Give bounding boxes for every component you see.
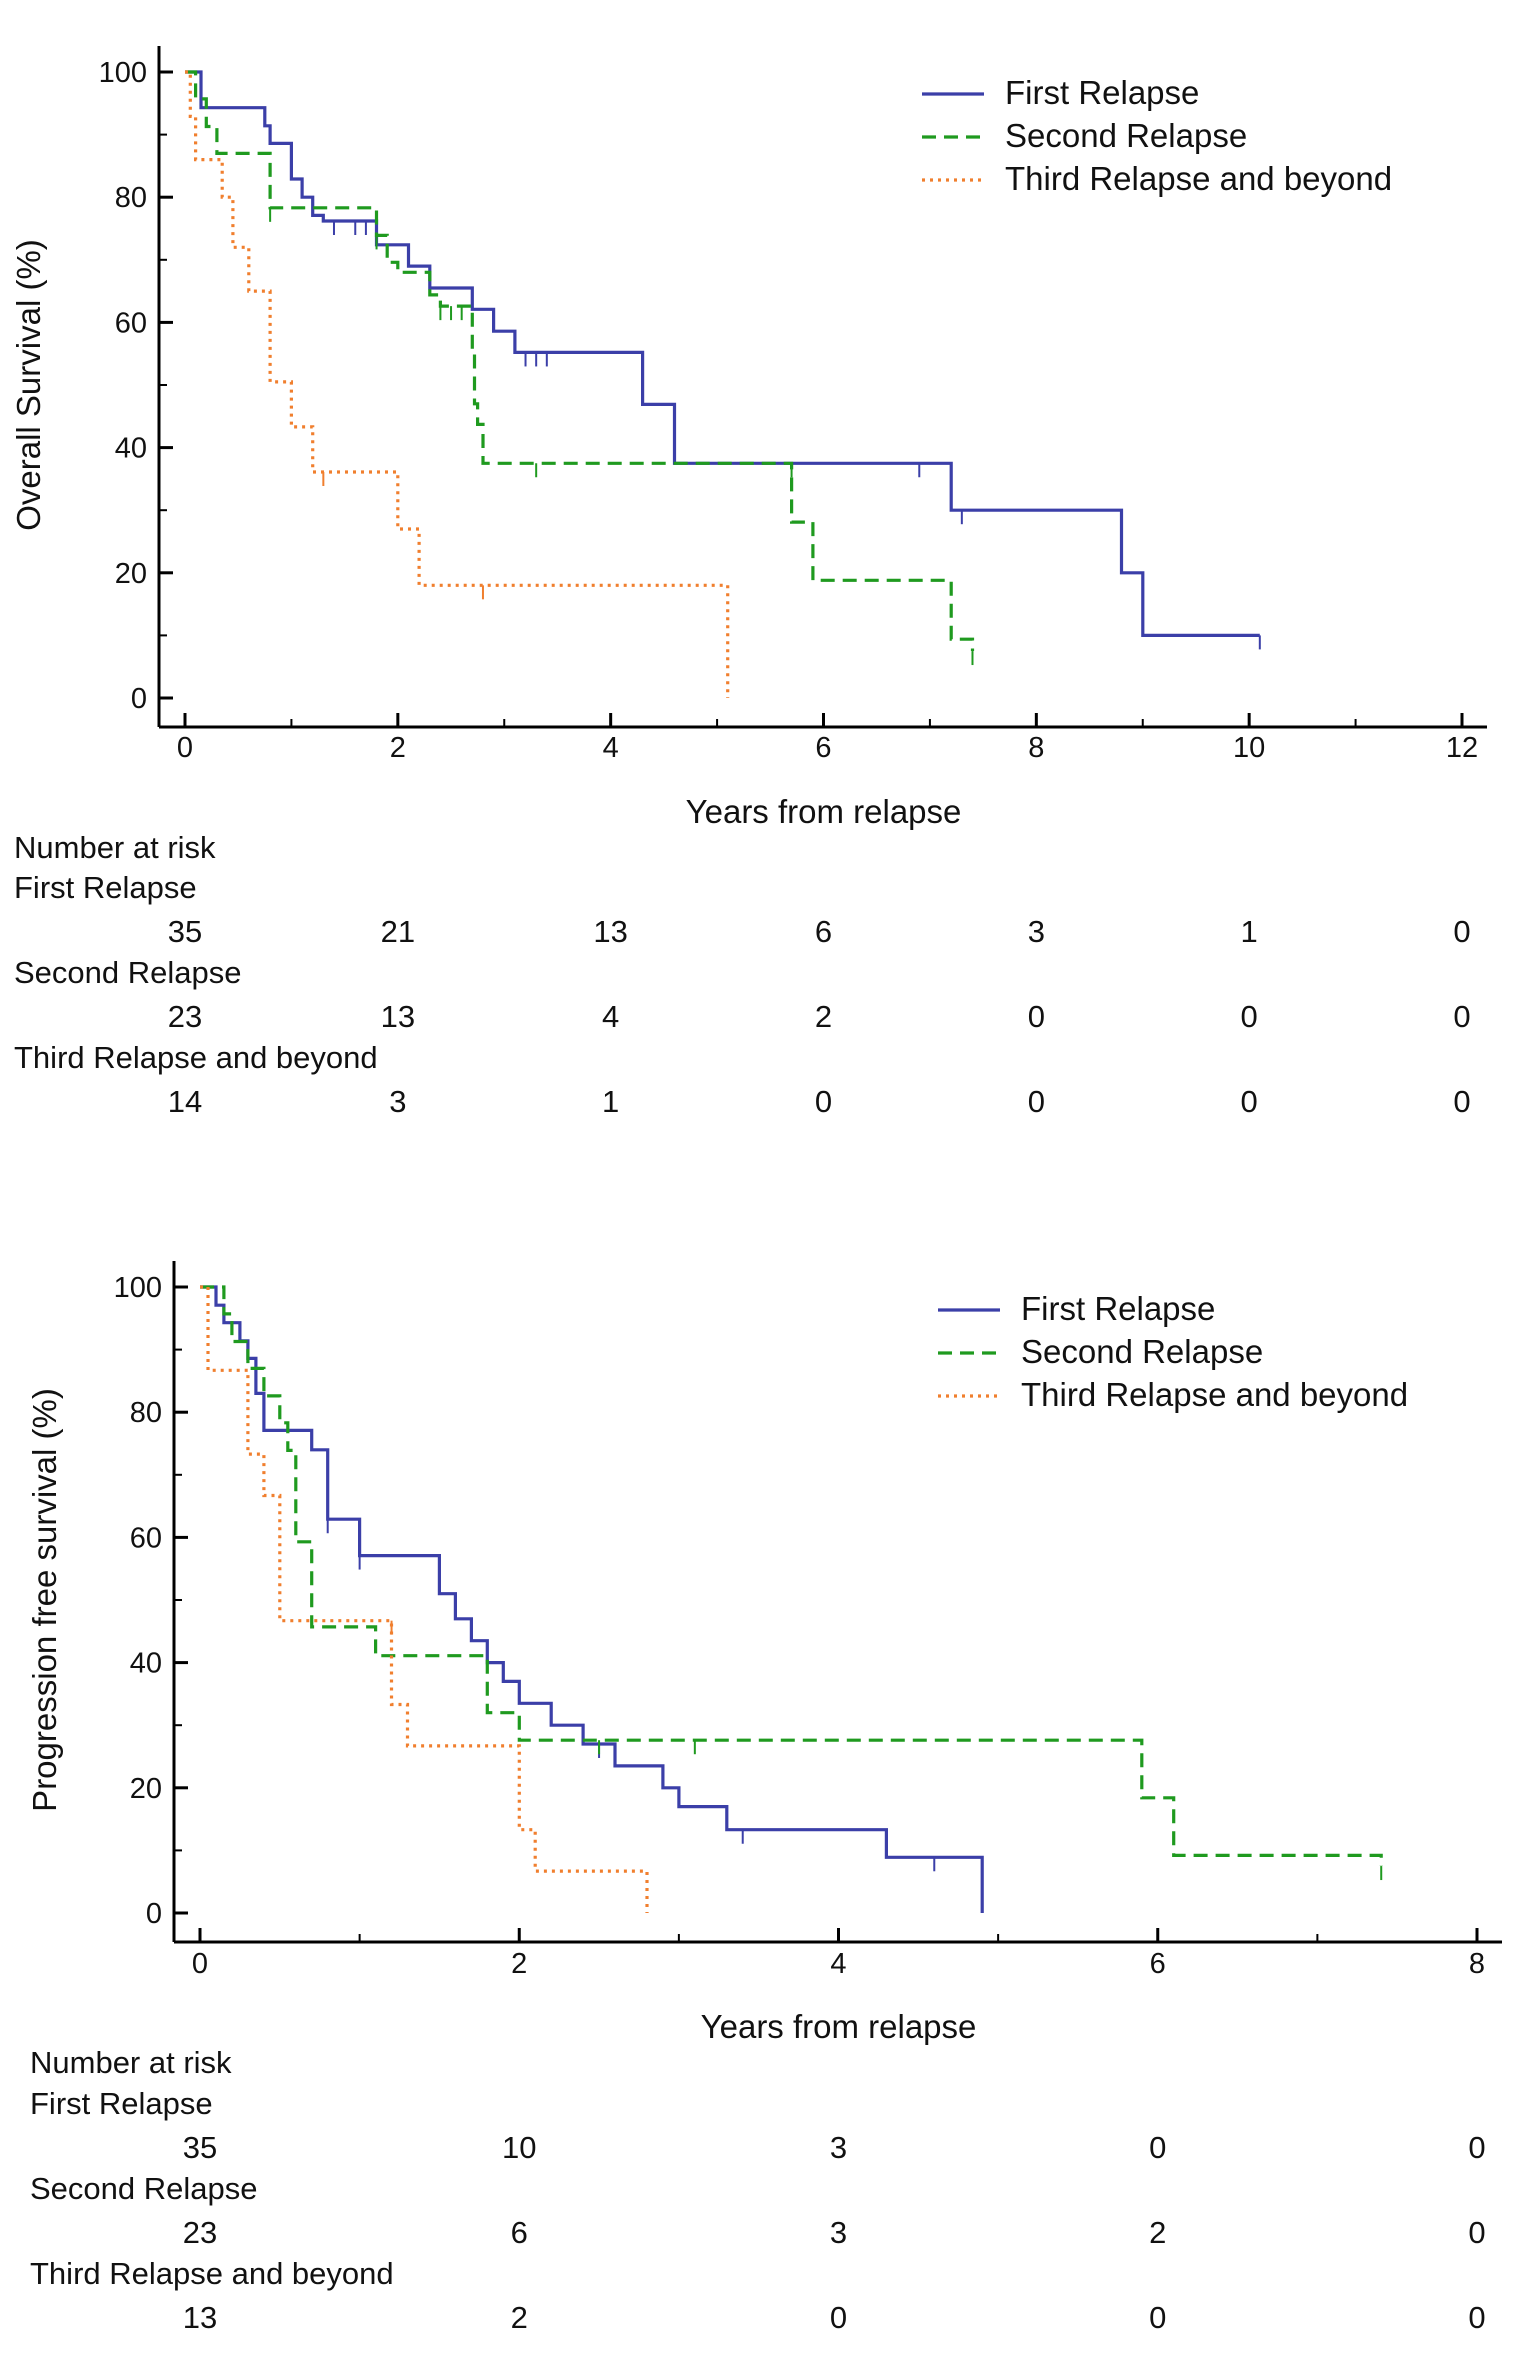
risk-table-title: Number at risk <box>30 2045 232 2080</box>
third-relapse-and-beyond-risk-count: 0 <box>1241 1084 1258 1119</box>
x-tick-label: 4 <box>830 1948 846 1980</box>
x-tick-label: 2 <box>390 732 406 764</box>
first-relapse-risk-count: 0 <box>1149 2130 1166 2165</box>
first-relapse-legend-label: First Relapse <box>1021 1290 1215 1327</box>
second-relapse-risk-count: 3 <box>830 2215 847 2250</box>
y-axis-label: Progression free survival (%) <box>26 1388 63 1812</box>
second-relapse-curve <box>185 70 975 651</box>
third-relapse-and-beyond-risk-count: 0 <box>1468 2300 1485 2335</box>
x-tick-label: 4 <box>603 732 619 764</box>
third-relapse-and-beyond-legend-label: Third Relapse and beyond <box>1021 1376 1408 1413</box>
second-relapse-risk-count: 0 <box>1468 2215 1485 2250</box>
second-relapse-risk-label: Second Relapse <box>14 955 242 990</box>
first-relapse-risk-count: 1 <box>1241 914 1258 949</box>
second-relapse-legend-label: Second Relapse <box>1021 1333 1263 1370</box>
third-relapse-and-beyond-curve <box>200 1285 649 1913</box>
y-axis-label: Overall Survival (%) <box>10 239 47 531</box>
y-tick-label: 80 <box>115 182 147 214</box>
y-tick-label: 80 <box>130 1397 162 1429</box>
second-relapse-curve <box>200 1285 1383 1866</box>
first-relapse-risk-label: First Relapse <box>30 2086 213 2121</box>
y-tick-label: 100 <box>99 57 147 89</box>
y-tick-label: 0 <box>146 1898 162 1930</box>
x-axis-label: Years from relapse <box>686 793 962 830</box>
x-tick-label: 0 <box>177 732 193 764</box>
third-relapse-and-beyond-risk-count: 2 <box>511 2300 528 2335</box>
third-relapse-and-beyond-risk-count: 3 <box>389 1084 406 1119</box>
x-tick-label: 6 <box>815 732 831 764</box>
y-tick-label: 20 <box>130 1773 162 1805</box>
first-relapse-risk-count: 0 <box>1453 914 1470 949</box>
third-relapse-and-beyond-risk-label: Third Relapse and beyond <box>14 1040 378 1075</box>
first-relapse-risk-count: 10 <box>502 2130 536 2165</box>
second-relapse-risk-count: 0 <box>1241 999 1258 1034</box>
x-tick-label: 10 <box>1233 732 1265 764</box>
x-tick-label: 6 <box>1150 1948 1166 1980</box>
y-tick-label: 60 <box>115 307 147 339</box>
first-relapse-risk-count: 0 <box>1468 2130 1485 2165</box>
third-relapse-and-beyond-legend-label: Third Relapse and beyond <box>1005 160 1392 197</box>
third-relapse-and-beyond-risk-count: 13 <box>183 2300 217 2335</box>
first-relapse-risk-count: 3 <box>830 2130 847 2165</box>
risk-table-title: Number at risk <box>14 830 216 865</box>
first-relapse-risk-count: 6 <box>815 914 832 949</box>
second-relapse-risk-count: 6 <box>511 2215 528 2250</box>
second-relapse-risk-count: 2 <box>815 999 832 1034</box>
x-tick-label: 8 <box>1469 1948 1485 1980</box>
third-relapse-and-beyond-risk-count: 0 <box>1149 2300 1166 2335</box>
second-relapse-risk-count: 23 <box>183 2215 217 2250</box>
third-relapse-and-beyond-curve <box>185 70 730 698</box>
x-tick-label: 0 <box>192 1948 208 1980</box>
third-relapse-and-beyond-risk-count: 0 <box>815 1084 832 1119</box>
third-relapse-and-beyond-risk-count: 0 <box>830 2300 847 2335</box>
first-relapse-risk-count: 35 <box>183 2130 217 2165</box>
x-tick-label: 8 <box>1028 732 1044 764</box>
second-relapse-risk-count: 23 <box>168 999 202 1034</box>
x-tick-label: 12 <box>1446 732 1478 764</box>
x-axis-label: Years from relapse <box>701 2008 977 2045</box>
second-relapse-risk-count: 0 <box>1028 999 1045 1034</box>
third-relapse-and-beyond-risk-count: 14 <box>168 1084 202 1119</box>
first-relapse-risk-label: First Relapse <box>14 870 197 905</box>
second-relapse-risk-count: 0 <box>1453 999 1470 1034</box>
first-relapse-risk-count: 35 <box>168 914 202 949</box>
second-relapse-risk-count: 13 <box>381 999 415 1034</box>
first-relapse-curve <box>185 70 1260 638</box>
first-relapse-curve <box>200 1285 984 1913</box>
y-tick-label: 100 <box>114 1272 162 1304</box>
second-relapse-legend-label: Second Relapse <box>1005 117 1247 154</box>
y-tick-label: 40 <box>115 433 147 465</box>
third-relapse-and-beyond-risk-count: 0 <box>1028 1084 1045 1119</box>
y-tick-label: 60 <box>130 1522 162 1554</box>
first-relapse-legend-label: First Relapse <box>1005 74 1199 111</box>
y-tick-label: 20 <box>115 558 147 590</box>
second-relapse-risk-label: Second Relapse <box>30 2171 258 2206</box>
y-tick-label: 40 <box>130 1648 162 1680</box>
y-tick-label: 0 <box>131 683 147 715</box>
x-tick-label: 2 <box>511 1948 527 1980</box>
third-relapse-and-beyond-risk-count: 0 <box>1453 1084 1470 1119</box>
third-relapse-and-beyond-risk-count: 1 <box>602 1084 619 1119</box>
first-relapse-risk-count: 21 <box>381 914 415 949</box>
second-relapse-risk-count: 2 <box>1149 2215 1166 2250</box>
second-relapse-risk-count: 4 <box>602 999 619 1034</box>
first-relapse-risk-count: 3 <box>1028 914 1045 949</box>
third-relapse-and-beyond-risk-label: Third Relapse and beyond <box>30 2256 394 2291</box>
first-relapse-risk-count: 13 <box>593 914 627 949</box>
